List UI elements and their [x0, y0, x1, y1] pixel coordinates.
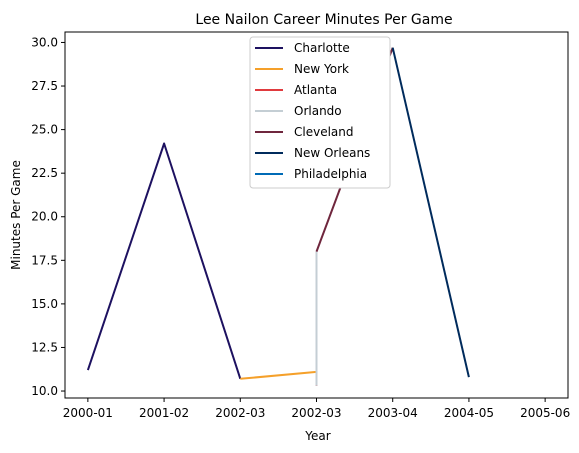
legend: Charlotte New York Atlanta Orlando Cleveland…	[250, 37, 390, 188]
y-tick-label: 20.0	[31, 210, 58, 224]
series-line	[88, 144, 240, 379]
x-axis-ticks: 2000-01 2001-02 2002-03 2002-03 2003-04 2004-…	[63, 398, 570, 420]
y-tick-label: 12.5	[31, 340, 58, 354]
y-tick-label: 10.0	[31, 384, 58, 398]
y-tick-label: 15.0	[31, 297, 58, 311]
y-tick-label: 17.5	[31, 253, 58, 267]
x-axis-label: Year	[304, 429, 330, 443]
series-line	[240, 372, 316, 379]
x-tick-label: 2002-03	[291, 406, 341, 420]
x-tick-label: 2000-01	[63, 406, 113, 420]
legend-label: Atlanta	[294, 83, 337, 97]
y-tick-label: 22.5	[31, 166, 58, 180]
legend-label: New Orleans	[294, 146, 370, 160]
x-tick-label: 2005-06	[520, 406, 570, 420]
legend-label: Orlando	[294, 104, 342, 118]
chart-title: Lee Nailon Career Minutes Per Game	[195, 12, 452, 28]
legend-label: Philadelphia	[294, 167, 367, 181]
legend-label: Charlotte	[294, 41, 350, 55]
y-axis-label: Minutes Per Game	[9, 160, 23, 270]
x-tick-label: 2002-03	[215, 406, 265, 420]
y-tick-label: 25.0	[31, 123, 58, 137]
y-tick-label: 27.5	[31, 79, 58, 93]
y-axis-ticks: 10.0 12.5 15.0 17.5 20.0 22.5 25.0 27.5 30.0	[31, 35, 65, 398]
series-line	[393, 48, 469, 377]
x-tick-label: 2003-04	[368, 406, 418, 420]
legend-label: Cleveland	[294, 125, 354, 139]
x-tick-label: 2001-02	[139, 406, 189, 420]
y-tick-label: 30.0	[31, 35, 58, 49]
legend-label: New York	[294, 62, 349, 76]
x-tick-label: 2004-05	[444, 406, 494, 420]
